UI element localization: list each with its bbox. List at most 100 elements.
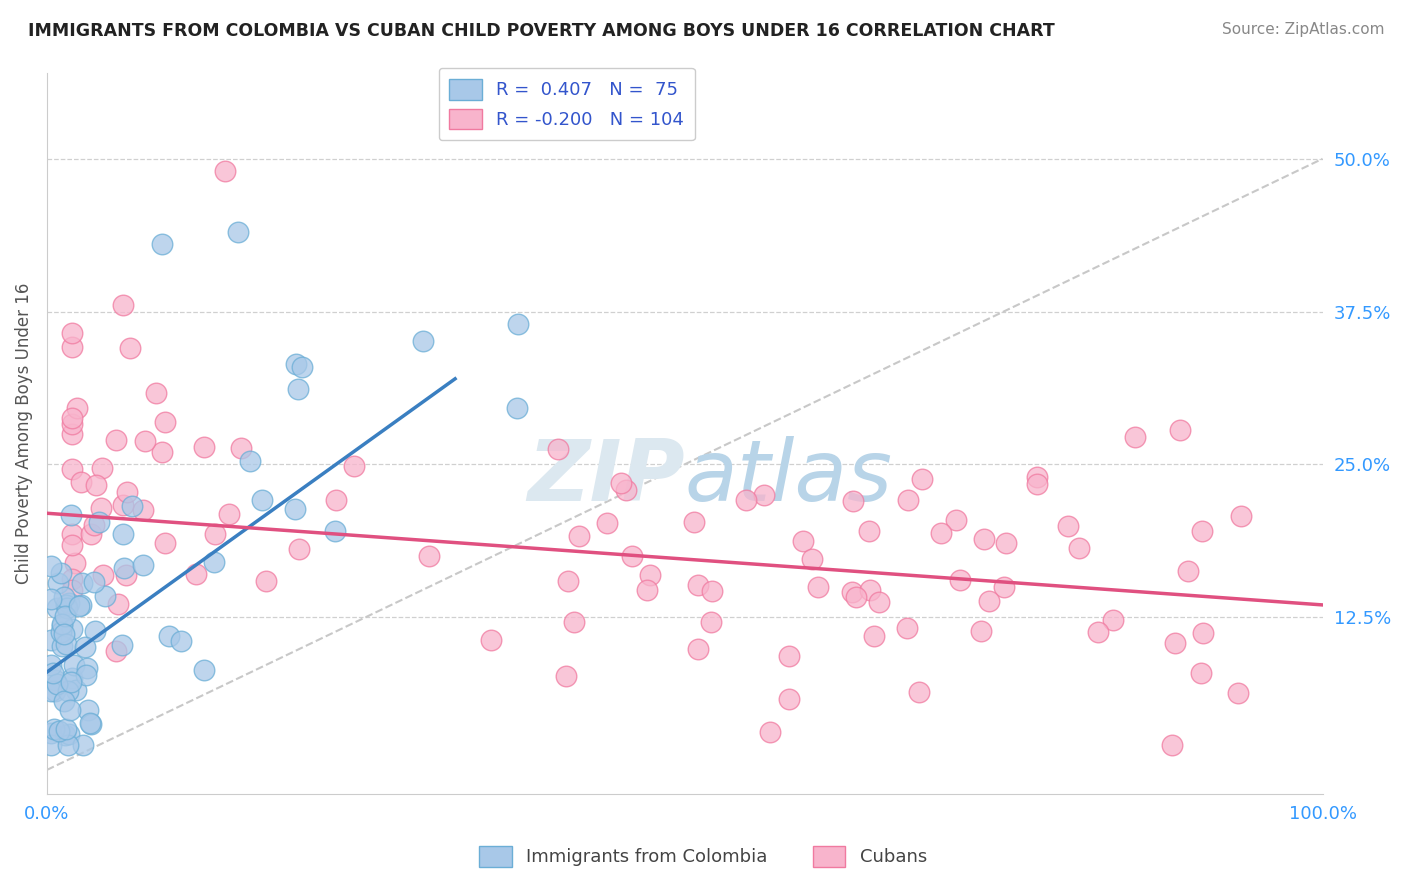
Point [152, 445, 174, 459]
Text: Source: ZipAtlas.com: Source: ZipAtlas.com [1222, 22, 1385, 37]
Point [70, 598, 93, 612]
Point [112, 298, 135, 312]
Point [94, 589, 117, 603]
Point [60, 671, 83, 685]
Point [53, 626, 76, 640]
Point [83, 574, 105, 589]
Point [72, 739, 94, 753]
Point [700, 583, 723, 598]
Point [51, 639, 73, 653]
Point [1026, 469, 1049, 483]
Point [60, 340, 83, 354]
Point [1123, 430, 1146, 444]
Point [53, 728, 76, 742]
Point [53, 608, 76, 623]
Point [614, 483, 637, 498]
Point [759, 725, 782, 739]
Point [287, 542, 309, 557]
Point [73, 640, 96, 654]
Point [412, 334, 434, 349]
Point [111, 638, 134, 652]
Point [76, 660, 98, 674]
Point [291, 359, 314, 374]
Point [60, 411, 83, 425]
Point [56, 601, 79, 615]
Point [44, 723, 66, 737]
Point [79, 715, 101, 730]
Point [53, 591, 76, 605]
Point [218, 508, 240, 522]
Point [229, 441, 252, 455]
Point [51, 619, 73, 633]
Point [969, 624, 991, 639]
Point [120, 341, 142, 355]
Point [239, 454, 262, 468]
Point [287, 382, 309, 396]
Point [807, 580, 830, 594]
Point [193, 440, 215, 454]
Point [193, 664, 215, 678]
Point [202, 555, 225, 569]
Point [1056, 519, 1078, 533]
Point [686, 642, 709, 657]
Point [929, 526, 952, 541]
Point [66, 401, 89, 415]
Point [65, 682, 87, 697]
Point [254, 574, 277, 589]
Point [418, 549, 440, 563]
Point [51, 566, 73, 580]
Point [547, 442, 569, 457]
Point [1026, 477, 1049, 491]
Point [80, 716, 103, 731]
Point [610, 475, 633, 490]
Point [557, 574, 579, 589]
Point [734, 492, 756, 507]
Point [554, 669, 576, 683]
Point [325, 492, 347, 507]
Point [250, 492, 273, 507]
Point [1067, 541, 1090, 556]
Point [49, 625, 72, 640]
Y-axis label: Child Poverty Among Boys Under 16: Child Poverty Among Boys Under 16 [15, 283, 32, 584]
Point [508, 317, 530, 331]
Point [186, 567, 208, 582]
Point [60, 573, 83, 587]
Point [55, 722, 77, 736]
Point [63, 658, 86, 673]
Point [204, 527, 226, 541]
Point [39, 592, 62, 607]
Text: ZIP: ZIP [527, 435, 685, 518]
Text: atlas: atlas [685, 435, 893, 518]
Point [505, 401, 527, 415]
Point [112, 560, 135, 574]
Point [841, 494, 863, 508]
Point [84, 478, 107, 492]
Point [859, 582, 882, 597]
Point [39, 559, 62, 574]
Point [479, 632, 502, 647]
Point [48, 724, 70, 739]
Point [111, 498, 134, 512]
Point [70, 575, 93, 590]
Point [131, 558, 153, 573]
Point [688, 578, 710, 592]
Point [754, 488, 776, 502]
Point [863, 629, 886, 643]
Point [858, 524, 880, 538]
Point [60, 582, 83, 597]
Point [1189, 666, 1212, 681]
Point [77, 703, 100, 717]
Point [39, 658, 62, 673]
Point [1164, 636, 1187, 650]
Point [343, 459, 366, 474]
Point [778, 692, 800, 706]
Point [636, 582, 658, 597]
Point [994, 535, 1017, 549]
Point [284, 502, 307, 516]
Point [46, 677, 69, 691]
Point [153, 415, 176, 429]
Point [170, 634, 193, 648]
Point [562, 615, 585, 629]
Point [59, 703, 82, 717]
Point [59, 508, 82, 523]
